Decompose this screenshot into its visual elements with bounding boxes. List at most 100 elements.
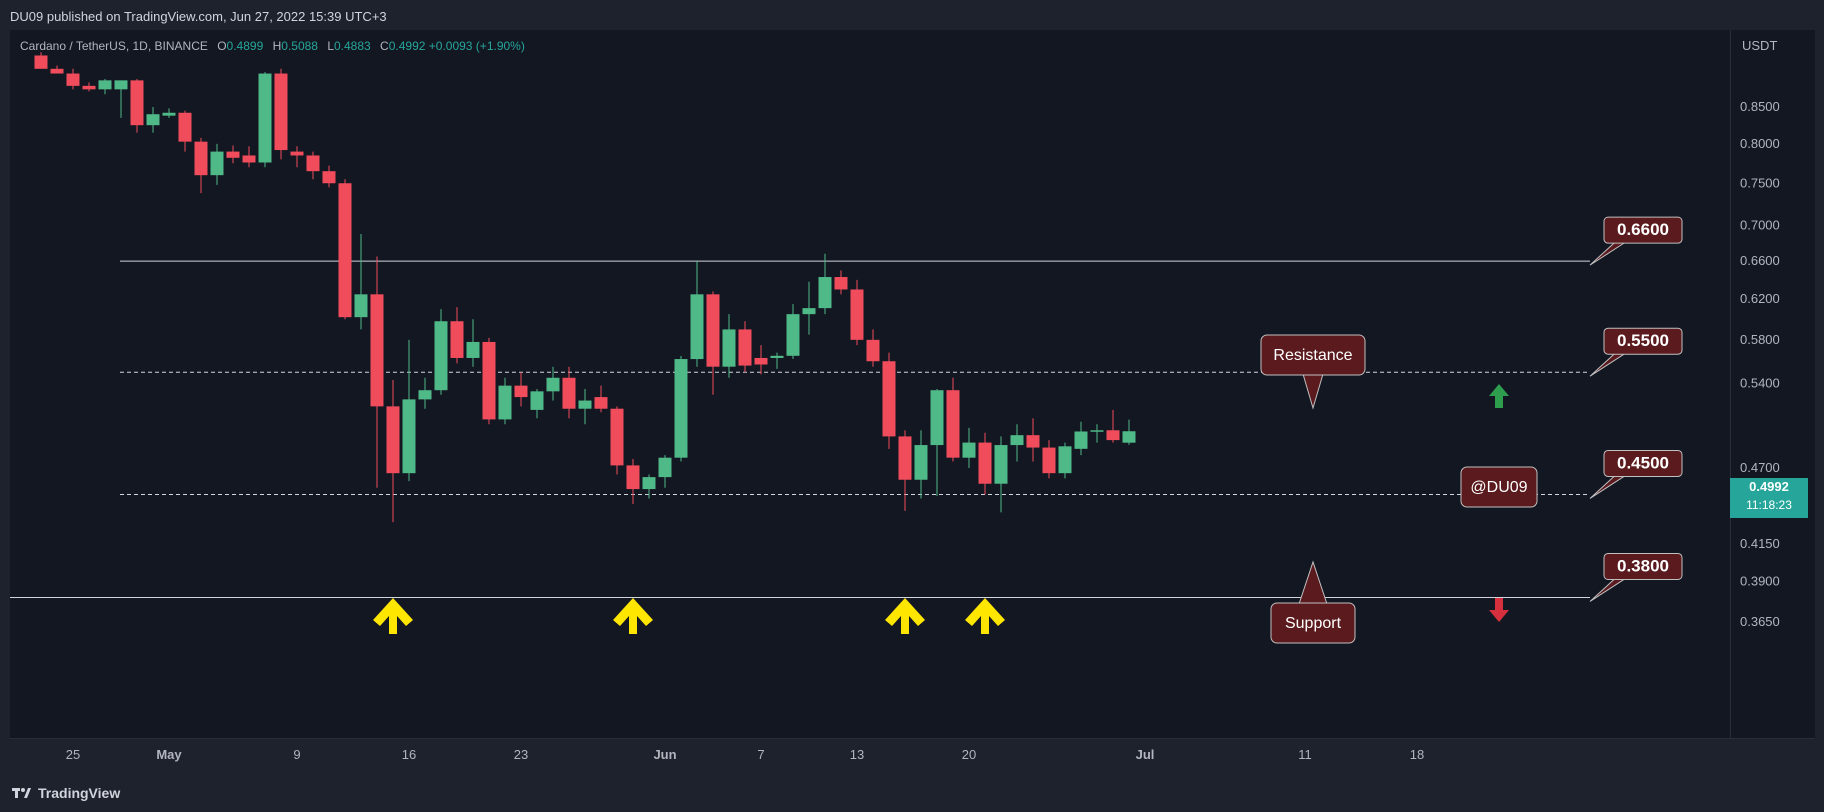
candle-body — [834, 277, 848, 290]
candle-body — [690, 294, 704, 360]
candle-body — [450, 321, 464, 358]
candle-body — [930, 390, 944, 446]
candle-body — [914, 445, 928, 480]
low-value: 0.4883 — [334, 39, 371, 53]
candle-body — [946, 390, 960, 458]
support-arrow-icon — [613, 598, 653, 634]
candle-body — [114, 80, 128, 90]
time-axis-divider — [10, 738, 1814, 739]
candle-body — [466, 341, 480, 358]
candle-body — [210, 151, 224, 176]
candle-body — [818, 277, 832, 309]
candle-body — [514, 385, 528, 398]
candle-body — [498, 385, 512, 420]
countdown-timer: 11:18:23 — [1746, 498, 1792, 512]
candle-body — [898, 436, 912, 480]
close-value: 0.4992 — [388, 39, 426, 53]
candle-body — [274, 73, 288, 151]
candle-body — [530, 391, 544, 410]
open-value: 0.4899 — [226, 39, 264, 53]
time-tick-label: Jul — [1136, 747, 1155, 762]
candle-body — [770, 355, 784, 358]
time-tick-label: 9 — [293, 747, 300, 762]
price-axis-title: USDT — [1742, 38, 1778, 53]
change-value: +0.0093 (+1.90%) — [428, 39, 525, 53]
candle-body — [258, 73, 272, 163]
price-axis[interactable] — [1730, 30, 1815, 738]
candle-body — [434, 321, 448, 391]
candle-body — [658, 457, 672, 478]
candle-body — [1074, 431, 1088, 449]
support-arrow-icon — [373, 598, 413, 634]
time-tick-label: 16 — [402, 747, 416, 762]
candle-body — [722, 329, 736, 367]
candle-body — [194, 141, 208, 176]
candle-body — [162, 112, 176, 116]
footer-brand: TradingView — [38, 785, 121, 801]
candle-body — [738, 329, 752, 366]
candle-body — [706, 294, 720, 367]
candle-body — [66, 73, 80, 86]
tradingview-logo[interactable]: TradingView — [12, 785, 120, 801]
time-tick-label: 20 — [962, 747, 976, 762]
candle-body — [994, 445, 1008, 484]
time-tick-label: May — [156, 747, 182, 762]
high-value: 0.5088 — [281, 39, 318, 53]
candle-body — [578, 400, 592, 409]
candle-body — [594, 397, 608, 409]
last-price-badge: 0.4992 11:18:23 — [1730, 478, 1808, 518]
time-tick-label: 11 — [1298, 747, 1312, 762]
publish-header: DU09 published on TradingView.com, Jun 2… — [0, 0, 1824, 32]
candle-body — [674, 359, 688, 458]
candle-body — [546, 377, 560, 392]
candle-body — [1122, 431, 1136, 443]
candle-body — [610, 408, 624, 466]
candles-group — [10, 52, 1590, 634]
candle-body — [626, 465, 640, 490]
support-arrow-icon — [965, 598, 1005, 634]
close-label: C — [380, 39, 389, 53]
last-price-value: 0.4992 — [1749, 479, 1789, 494]
candle-body — [178, 112, 192, 142]
time-tick-label: 23 — [514, 747, 528, 762]
symbol-name: Cardano / TetherUS, 1D, BINANCE — [20, 39, 208, 53]
candle-body — [98, 80, 112, 90]
candle-body — [802, 308, 816, 315]
candle-body — [882, 361, 896, 437]
time-tick-label: 7 — [757, 747, 764, 762]
candle-body — [482, 341, 496, 420]
candle-body — [34, 55, 48, 69]
candle-body — [866, 339, 880, 362]
candle-body — [130, 80, 144, 126]
candle-body — [354, 294, 368, 318]
candle-body — [850, 289, 864, 340]
candle-body — [50, 68, 64, 74]
time-tick-label: 18 — [1410, 747, 1424, 762]
time-tick-label: 25 — [66, 747, 80, 762]
candle-body — [786, 314, 800, 356]
candle-body — [242, 155, 256, 163]
footer-bar — [0, 776, 1824, 812]
candle-body — [306, 155, 320, 172]
candle-body — [146, 114, 160, 126]
candle-body — [1090, 430, 1104, 432]
time-tick-label: 13 — [850, 747, 864, 762]
candle-body — [338, 183, 352, 318]
candle-body — [562, 377, 576, 409]
open-label: O — [217, 39, 227, 53]
candle-body — [754, 357, 768, 365]
low-label: L — [327, 39, 334, 53]
high-label: H — [272, 39, 282, 53]
candle-body — [82, 85, 96, 90]
time-tick-label: Jun — [653, 747, 676, 762]
support-arrow-icon — [885, 598, 925, 634]
candle-body — [1010, 435, 1024, 446]
candle-body — [1106, 430, 1120, 441]
candle-body — [978, 442, 992, 484]
candle-body — [322, 171, 336, 184]
candle-body — [402, 399, 416, 474]
candle-body — [962, 442, 976, 458]
candle-body — [290, 151, 304, 156]
candle-body — [370, 294, 384, 407]
symbol-info: Cardano / TetherUS, 1D, BINANCE O0.4899 … — [20, 39, 525, 53]
